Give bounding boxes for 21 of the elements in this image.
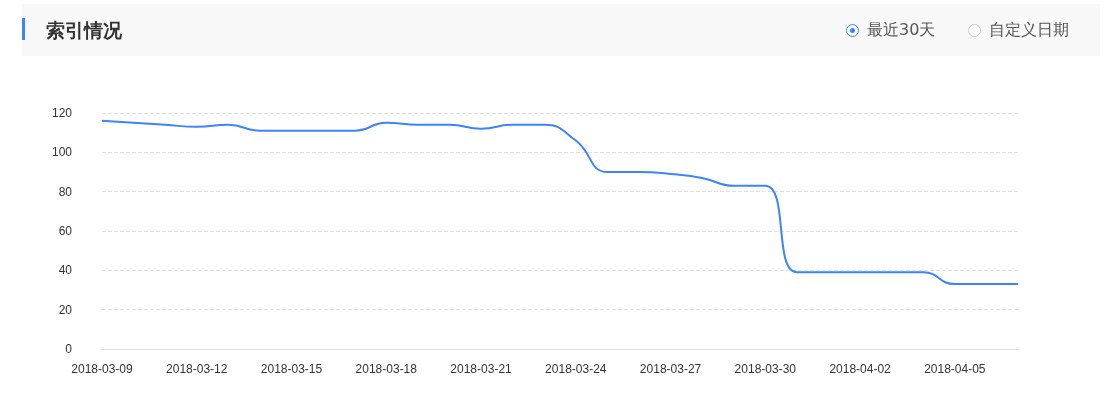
text: 自定义日期 [989, 20, 1069, 41]
x-tick-label: 2018-04-02 [829, 362, 892, 376]
x-tick-label: 2018-04-05 [924, 362, 986, 376]
line-series [101, 119, 1019, 286]
y-tick-label: 60 [58, 224, 73, 238]
x-tick-label: 2018-03-15 [260, 362, 323, 376]
x-tick-label: 2018-03-27 [639, 362, 702, 376]
y-tick-label: 80 [58, 184, 73, 199]
y-tick-label: 0 [65, 342, 73, 356]
x-tick-label: 2018-03-09 [71, 362, 134, 376]
text: 最近30天 [867, 20, 936, 41]
x-tick-label: 2018-03-21 [450, 362, 513, 376]
x-tick-label: 2018-03-18 [355, 362, 418, 376]
chart-title: 索引情况 [46, 18, 122, 43]
y-tick-label: 120 [51, 106, 73, 120]
y-tick-label: 40 [58, 263, 73, 278]
x-tick-label: 2018-03-30 [734, 362, 797, 376]
y-tick-label: 100 [51, 145, 73, 160]
x-tick-label: 2018-03-24 [545, 362, 607, 376]
x-tick-label: 2018-03-12 [166, 362, 228, 376]
y-tick-label: 20 [58, 302, 73, 317]
